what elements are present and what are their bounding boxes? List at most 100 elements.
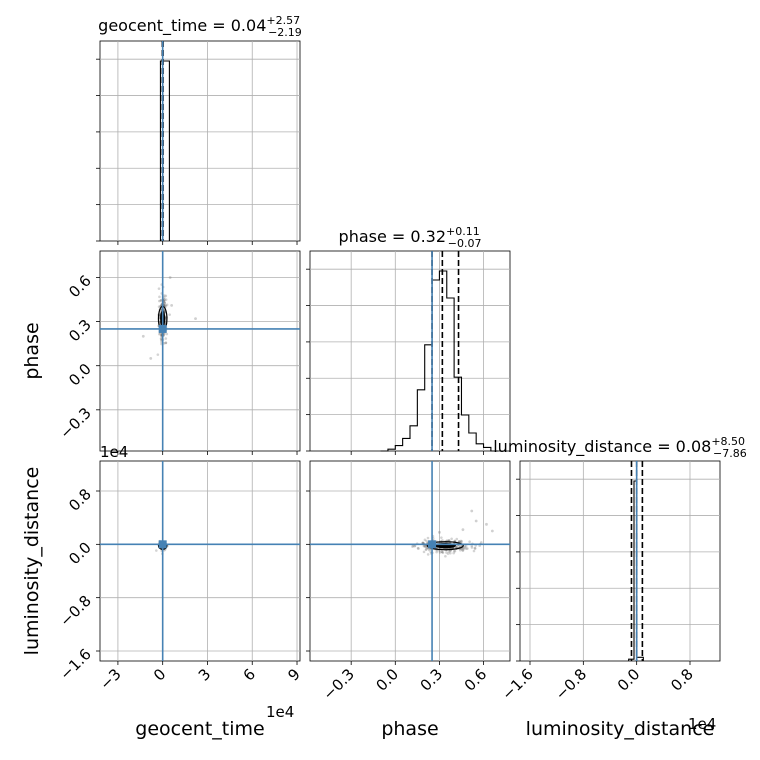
- grid-group: [520, 461, 720, 661]
- sample-point: [155, 549, 158, 552]
- offset-text-luminosity-distance-y: 1e4: [100, 443, 128, 461]
- grid-group: [310, 461, 510, 661]
- sample-point: [450, 537, 453, 541]
- histogram-geocent-time-panel: [99, 40, 301, 242]
- sample-point: [156, 353, 160, 356]
- sample-point: [422, 550, 426, 554]
- sample-point: [158, 332, 161, 336]
- sample-point: [159, 337, 163, 340]
- sample-point: [447, 550, 451, 553]
- sample-point: [164, 294, 168, 298]
- x-axis-label-luminosity-distance: luminosity_distance: [526, 718, 715, 740]
- x-tick-label: −0.8: [552, 665, 590, 703]
- scatter-luminosity-distance-vs-geocent-time: [100, 461, 300, 661]
- sample-point: [162, 294, 166, 297]
- sample-point: [425, 539, 428, 543]
- y-tick-label: 0.0: [65, 360, 95, 390]
- sample-point: [163, 300, 166, 304]
- sample-point: [464, 544, 468, 548]
- sample-point: [455, 545, 459, 549]
- sample-point: [438, 551, 442, 554]
- sample-point: [441, 550, 444, 554]
- x-axis-label-phase: phase: [381, 718, 438, 740]
- sample-point: [463, 545, 467, 548]
- y-axis-label-luminosity-distance: luminosity_distance: [21, 467, 43, 656]
- panel-title-luminosity-distance: luminosity_distance = 0.08+8.50 −7.86: [493, 435, 747, 460]
- truth-marker: [158, 324, 167, 333]
- sample-point: [444, 554, 447, 558]
- scatter-phase-vs-geocent-time: [100, 251, 300, 451]
- sample-point: [159, 298, 163, 302]
- sample-point: [422, 544, 426, 548]
- sample-point: [164, 337, 168, 340]
- outlier-point: [461, 528, 465, 532]
- histogram-step-luminosity-distance: [628, 480, 644, 661]
- histogram-step-phase: [380, 270, 499, 452]
- x-tick-label: −0.3: [320, 665, 358, 703]
- sample-point: [460, 540, 463, 543]
- sample-point: [424, 545, 427, 548]
- sample-point: [441, 539, 444, 542]
- sample-point: [440, 550, 444, 553]
- outlier-point: [470, 509, 474, 513]
- outlier-point: [490, 529, 494, 533]
- sample-point: [157, 287, 161, 290]
- sample-point: [446, 552, 450, 555]
- y-tick-label: 0.6: [65, 272, 95, 302]
- scatter-luminosity-distance-vs-geocent-time-panel: [99, 460, 301, 662]
- sample-point: [466, 547, 469, 550]
- x-tick-label: 0.0: [373, 665, 403, 695]
- sample-point: [164, 304, 168, 308]
- sample-point: [411, 545, 414, 548]
- y-tick-label: −0.8: [56, 592, 94, 630]
- sample-point: [163, 298, 167, 302]
- sample-point: [164, 341, 168, 345]
- grid-group: [310, 251, 510, 451]
- outlier-point: [194, 317, 197, 321]
- sample-point: [417, 547, 420, 550]
- sample-point: [455, 537, 459, 541]
- histogram-phase-panel: [309, 250, 511, 452]
- sample-point: [470, 546, 474, 549]
- sample-point: [165, 303, 169, 307]
- sample-point: [473, 547, 477, 550]
- x-tick-label: 0.6: [461, 665, 491, 695]
- sample-point: [452, 549, 456, 553]
- sample-point: [157, 305, 161, 309]
- sample-point: [445, 551, 448, 554]
- x-tick-label: 3: [195, 665, 214, 684]
- sample-point: [470, 544, 474, 548]
- x-axis-label-geocent-time: geocent_time: [135, 718, 264, 740]
- y-tick-label: −1.6: [56, 645, 94, 683]
- scatter-luminosity-distance-vs-phase-panel: [309, 460, 511, 662]
- panel-title-phase: phase = 0.32+0.11 −0.07: [339, 225, 482, 250]
- sample-point: [459, 539, 463, 543]
- sample-point: [457, 539, 461, 543]
- x-tick-label: 9: [284, 665, 303, 684]
- x-tick-label: 6: [240, 665, 259, 684]
- sample-point: [461, 548, 464, 552]
- sample-point: [168, 313, 171, 316]
- sample-point: [162, 308, 166, 312]
- sample-point: [459, 548, 462, 552]
- sample-point: [159, 334, 163, 337]
- sample-point: [426, 536, 430, 540]
- histogram-luminosity-distance-panel: [519, 460, 721, 662]
- sample-point: [424, 548, 428, 552]
- sample-point: [449, 551, 452, 555]
- y-axis-label-phase: phase: [21, 322, 43, 379]
- histogram-step-geocent-time: [159, 60, 170, 241]
- sample-point: [423, 538, 427, 542]
- sample-point: [441, 551, 445, 554]
- y-tick-label: −0.3: [56, 404, 94, 442]
- x-tick-label: 0: [150, 665, 169, 684]
- outlier-point: [474, 519, 478, 523]
- y-tick-label: 0.0: [65, 538, 95, 568]
- sample-point: [413, 544, 416, 548]
- sample-point: [164, 341, 168, 345]
- sample-point: [463, 546, 466, 550]
- grid-group: [100, 251, 300, 451]
- sample-point: [165, 332, 169, 336]
- panel-title-geocent-time: geocent_time = 0.04+2.57 −2.19: [98, 14, 302, 39]
- outlier-point: [149, 356, 153, 360]
